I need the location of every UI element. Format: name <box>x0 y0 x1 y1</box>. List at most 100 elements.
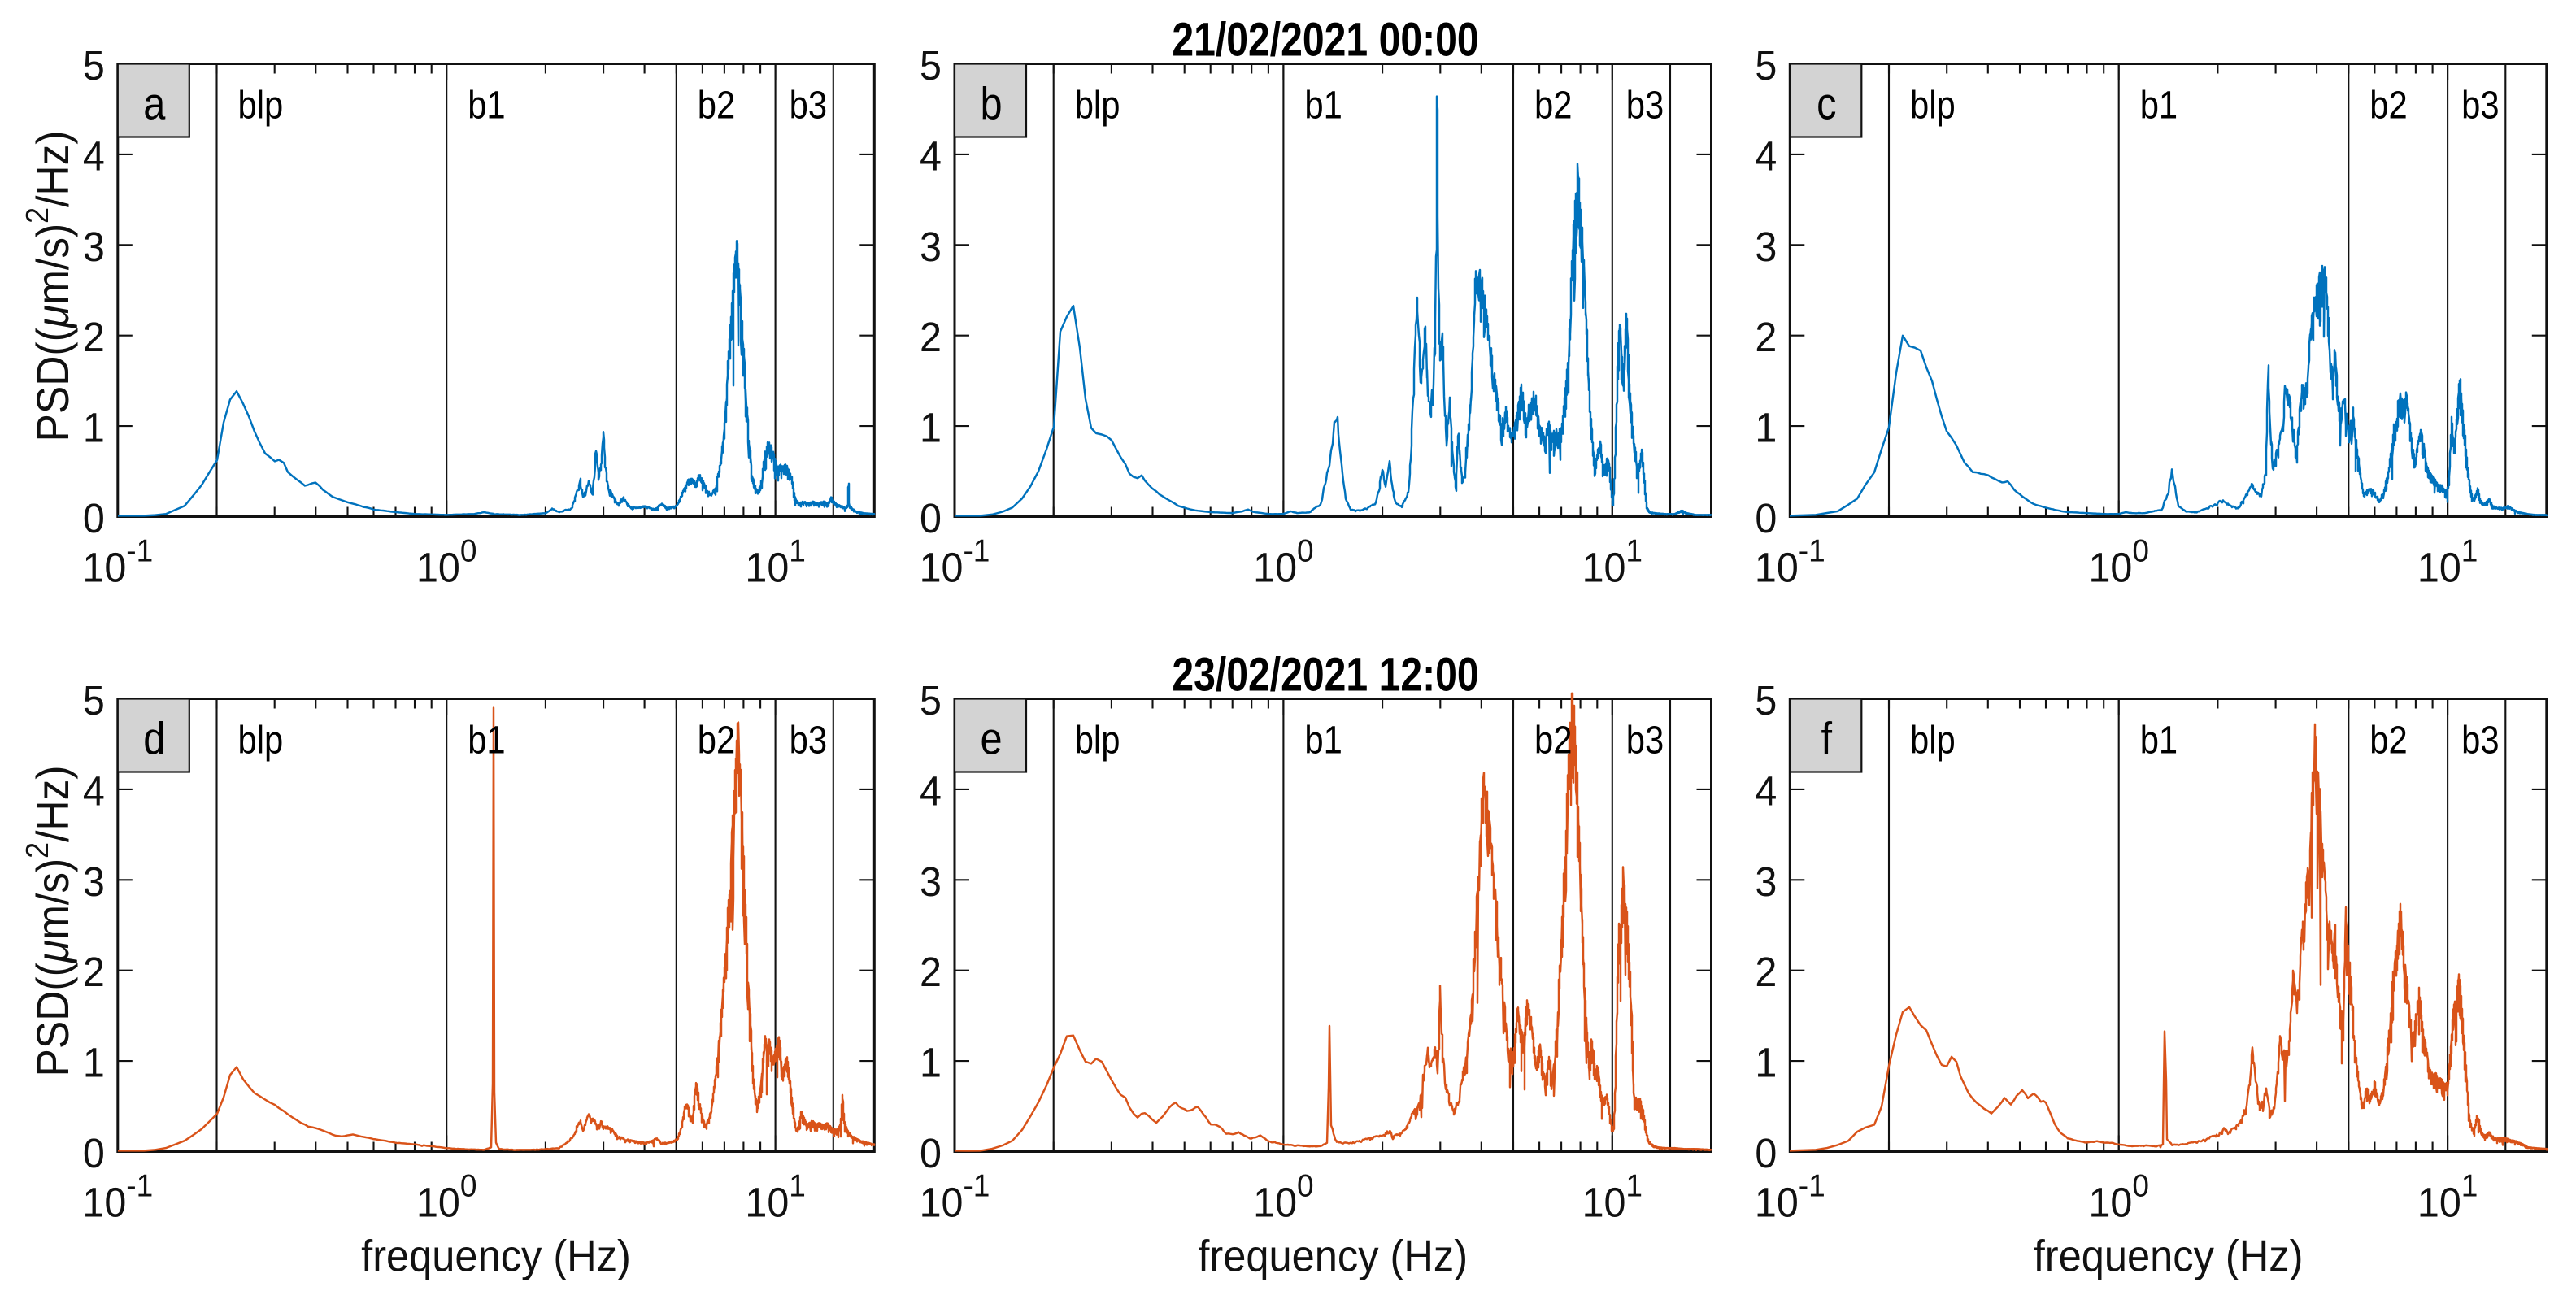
svg-text:PSD((μm/s)2/Hz): PSD((μm/s)2/Hz) <box>20 766 79 1077</box>
svg-text:10: 10 <box>1253 1179 1297 1225</box>
svg-text:3: 3 <box>83 858 105 905</box>
svg-text:0: 0 <box>1297 534 1314 569</box>
svg-text:10: 10 <box>745 1179 789 1225</box>
svg-text:blp: blp <box>1910 718 1956 762</box>
svg-text:0: 0 <box>1755 1130 1777 1176</box>
svg-text:10: 10 <box>416 544 460 590</box>
svg-text:0: 0 <box>1755 495 1777 541</box>
svg-text:1: 1 <box>1625 1169 1643 1204</box>
svg-text:23/02/2021 12:00: 23/02/2021 12:00 <box>1172 649 1478 701</box>
svg-text:1: 1 <box>789 534 806 569</box>
svg-text:0: 0 <box>460 534 477 569</box>
svg-text:2: 2 <box>920 314 942 360</box>
svg-text:0: 0 <box>920 1130 942 1176</box>
svg-text:0: 0 <box>83 1130 105 1176</box>
svg-text:4: 4 <box>83 133 105 179</box>
svg-text:blp: blp <box>238 718 284 762</box>
svg-text:b1: b1 <box>1304 718 1342 762</box>
svg-text:10: 10 <box>416 1179 460 1225</box>
svg-text:1: 1 <box>920 1039 942 1085</box>
svg-text:3: 3 <box>83 224 105 270</box>
svg-text:10: 10 <box>1755 1179 1799 1225</box>
svg-text:10: 10 <box>2417 544 2461 590</box>
svg-text:3: 3 <box>920 224 942 270</box>
svg-text:b1: b1 <box>468 83 505 127</box>
svg-text:blp: blp <box>1910 83 1956 127</box>
svg-text:b1: b1 <box>2140 83 2178 127</box>
svg-text:2: 2 <box>1755 949 1777 995</box>
svg-text:frequency (Hz): frequency (Hz) <box>361 1232 631 1281</box>
svg-text:3: 3 <box>920 858 942 905</box>
svg-text:10: 10 <box>82 544 126 590</box>
svg-text:10: 10 <box>82 1179 126 1225</box>
svg-text:PSD((μm/s)2/Hz): PSD((μm/s)2/Hz) <box>20 131 79 442</box>
svg-text:1: 1 <box>1755 1039 1777 1085</box>
svg-text:-1: -1 <box>1799 534 1825 569</box>
svg-text:b2: b2 <box>2369 718 2407 762</box>
svg-text:1: 1 <box>920 404 942 450</box>
svg-text:10: 10 <box>745 544 789 590</box>
svg-text:blp: blp <box>1075 83 1120 127</box>
svg-text:5: 5 <box>83 42 105 89</box>
svg-text:b3: b3 <box>790 83 827 127</box>
svg-text:b3: b3 <box>1626 718 1664 762</box>
svg-text:b3: b3 <box>2461 718 2499 762</box>
svg-text:1: 1 <box>83 404 105 450</box>
svg-text:b1: b1 <box>1304 83 1342 127</box>
svg-text:10: 10 <box>1253 544 1297 590</box>
svg-text:4: 4 <box>1755 767 1777 814</box>
svg-text:frequency (Hz): frequency (Hz) <box>1198 1232 1468 1281</box>
svg-text:10: 10 <box>1755 544 1799 590</box>
svg-text:10: 10 <box>920 1179 964 1225</box>
svg-text:0: 0 <box>2132 534 2149 569</box>
svg-text:b3: b3 <box>2461 83 2499 127</box>
svg-text:-1: -1 <box>1799 1169 1825 1204</box>
svg-text:f: f <box>1821 713 1833 764</box>
svg-text:10: 10 <box>1582 544 1626 590</box>
svg-text:5: 5 <box>920 677 942 724</box>
svg-text:c: c <box>1817 78 1836 129</box>
svg-text:b3: b3 <box>790 718 827 762</box>
svg-text:21/02/2021 00:00: 21/02/2021 00:00 <box>1172 14 1478 66</box>
svg-text:1: 1 <box>789 1169 806 1204</box>
svg-text:1: 1 <box>83 1039 105 1085</box>
svg-text:b2: b2 <box>698 83 735 127</box>
svg-text:10: 10 <box>920 544 964 590</box>
svg-text:3: 3 <box>1755 224 1777 270</box>
svg-text:b1: b1 <box>2140 718 2178 762</box>
svg-text:4: 4 <box>83 767 105 814</box>
svg-text:2: 2 <box>1755 314 1777 360</box>
svg-text:d: d <box>143 713 165 764</box>
svg-text:e: e <box>980 713 1002 764</box>
svg-text:10: 10 <box>1582 1179 1626 1225</box>
svg-text:5: 5 <box>1755 42 1777 89</box>
svg-text:0: 0 <box>83 495 105 541</box>
svg-text:b: b <box>980 78 1002 129</box>
svg-text:0: 0 <box>2132 1169 2149 1204</box>
svg-text:b2: b2 <box>698 718 735 762</box>
svg-text:4: 4 <box>920 767 942 814</box>
svg-text:blp: blp <box>238 83 284 127</box>
svg-text:5: 5 <box>920 42 942 89</box>
svg-text:10: 10 <box>2088 544 2132 590</box>
svg-text:10: 10 <box>2417 1179 2461 1225</box>
svg-text:frequency (Hz): frequency (Hz) <box>2034 1232 2304 1281</box>
svg-text:5: 5 <box>1755 677 1777 724</box>
svg-text:10: 10 <box>2088 1179 2132 1225</box>
svg-text:a: a <box>143 78 166 129</box>
svg-text:-1: -1 <box>126 534 153 569</box>
svg-text:5: 5 <box>83 677 105 724</box>
svg-text:-1: -1 <box>963 1169 990 1204</box>
svg-text:0: 0 <box>1297 1169 1314 1204</box>
svg-text:4: 4 <box>920 133 942 179</box>
svg-text:2: 2 <box>920 949 942 995</box>
svg-text:b2: b2 <box>2369 83 2407 127</box>
svg-text:blp: blp <box>1075 718 1120 762</box>
svg-text:-1: -1 <box>126 1169 153 1204</box>
svg-text:2: 2 <box>83 949 105 995</box>
svg-text:2: 2 <box>83 314 105 360</box>
svg-text:4: 4 <box>1755 133 1777 179</box>
svg-text:b1: b1 <box>468 718 505 762</box>
svg-text:1: 1 <box>1625 534 1643 569</box>
svg-text:0: 0 <box>460 1169 477 1204</box>
